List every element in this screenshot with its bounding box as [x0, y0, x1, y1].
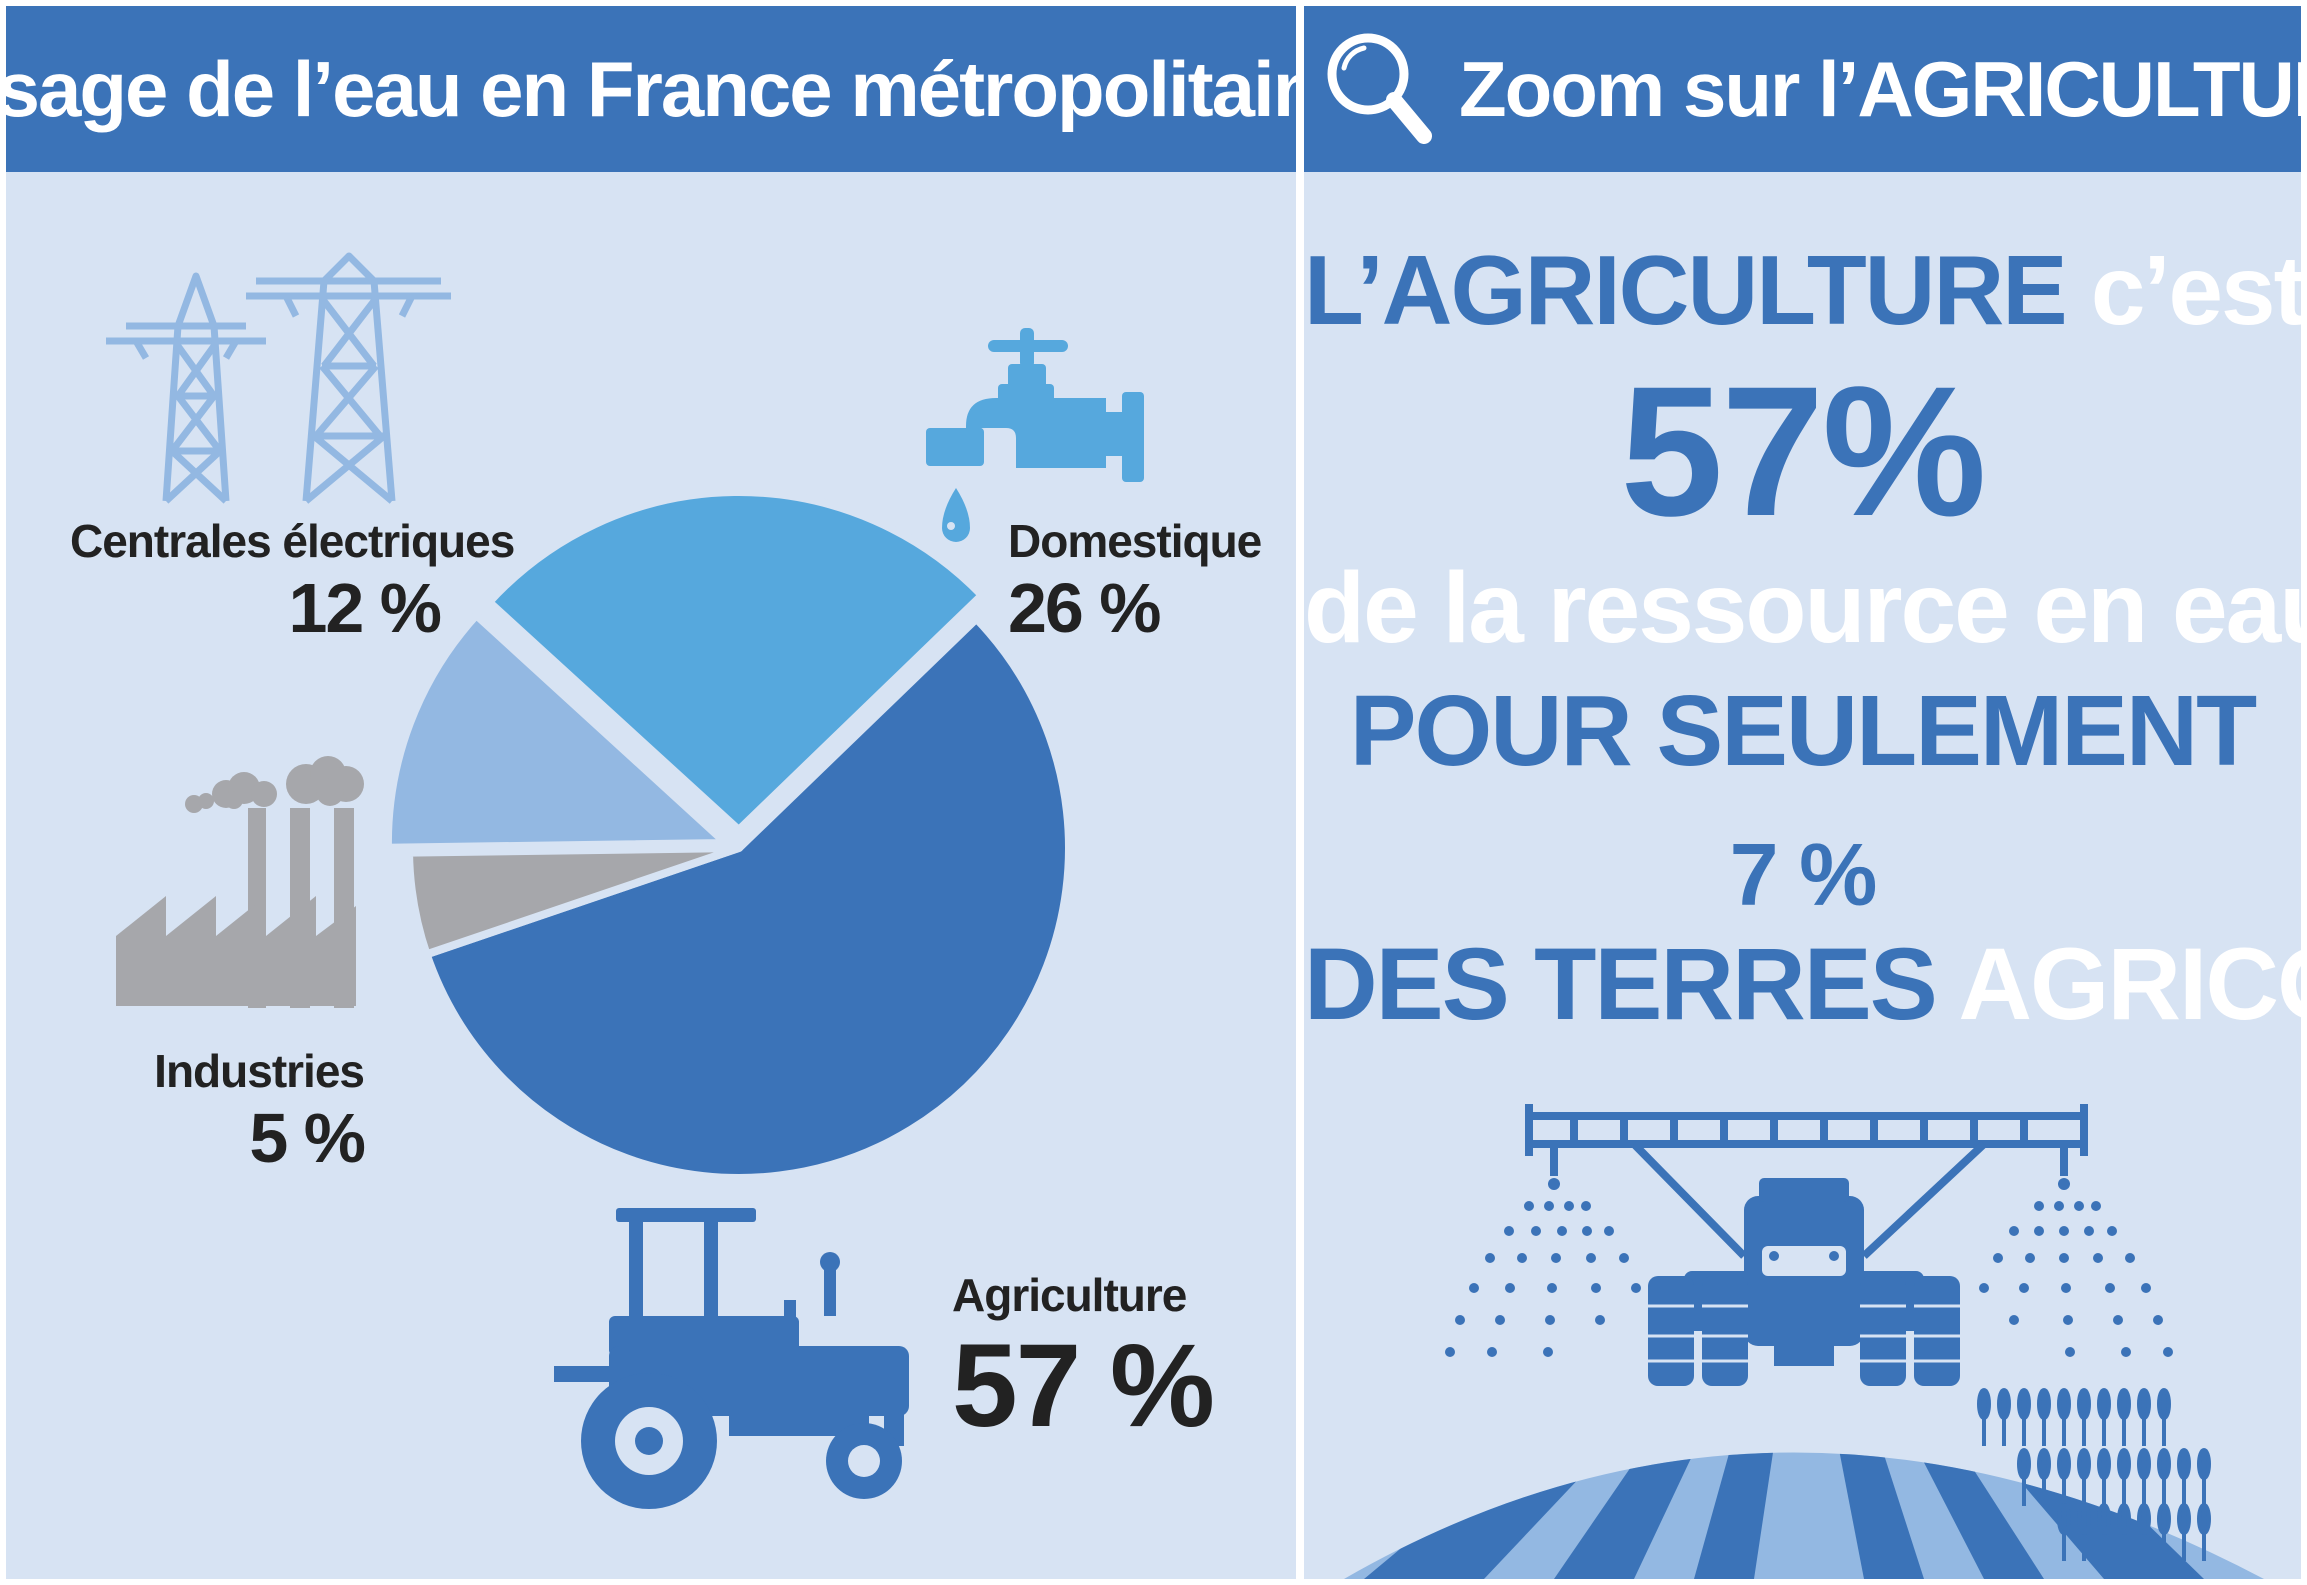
domestique-value: 26 % [1008, 569, 1162, 647]
pie-slice-elec [383, 611, 730, 852]
pie-slice-agri [422, 614, 1073, 1182]
right-panel-title: Zoom sur l’AGRICULTURE [1459, 44, 2301, 133]
headline-line5: 7 % [1729, 825, 1878, 924]
right-panel-header: Zoom sur l’AGRICULTURE [1304, 6, 2301, 172]
irrigation-illustration [1344, 1104, 2264, 1579]
left-panel: Usage de l’eau en France métropolitaine [6, 6, 1296, 1579]
agriculture-word: L’AGRICULTURE [1304, 235, 2068, 345]
wheat-icon [1977, 1388, 2211, 1561]
pie-chart [383, 488, 1073, 1182]
industries-label: Industries [154, 1045, 365, 1097]
des-terres-word: DES TERRES [1304, 927, 1938, 1041]
headline-line1: L’AGRICULTURE c’est [1304, 234, 2301, 347]
tractor-icon [554, 1208, 909, 1509]
factory-icon [116, 756, 364, 1008]
pie-slice-ind [405, 844, 743, 959]
domestique-label: Domestique [1008, 515, 1262, 567]
left-panel-title: Usage de l’eau en France métropolitaine [6, 6, 1296, 172]
headline-percent: 57% [1620, 349, 1986, 555]
headline-line4: POUR SEULEMENT [1349, 675, 2257, 787]
label-domestique: Domestique 26 % [1008, 514, 1262, 648]
headline-line3: de la ressource en eau [1304, 552, 2301, 664]
label-agriculture: Agriculture 57 % [952, 1268, 1215, 1452]
agricoles-word: AGRICOLES [1958, 927, 2301, 1041]
pylon-icon [106, 252, 451, 504]
agriculture-value: 57 % [952, 1320, 1215, 1452]
label-centrales: Centrales électriques 12 % [70, 514, 515, 648]
label-industries: Industries 5 % [106, 1044, 366, 1178]
centrales-label: Centrales électriques [70, 515, 515, 567]
faucet-icon [926, 328, 1144, 542]
pie-slice-dom [485, 488, 986, 835]
cest-word: c’est [2090, 235, 2301, 345]
agriculture-label: Agriculture [952, 1269, 1187, 1321]
industries-value: 5 % [249, 1099, 366, 1177]
headline-line6: DES TERRES AGRICOLES [1304, 926, 2301, 1043]
right-panel: Zoom sur l’AGRICULTURE L’AGRICULTURE c’e… [1304, 6, 2301, 1579]
magnifier-icon [1327, 33, 1432, 144]
centrales-value: 12 % [288, 569, 442, 647]
